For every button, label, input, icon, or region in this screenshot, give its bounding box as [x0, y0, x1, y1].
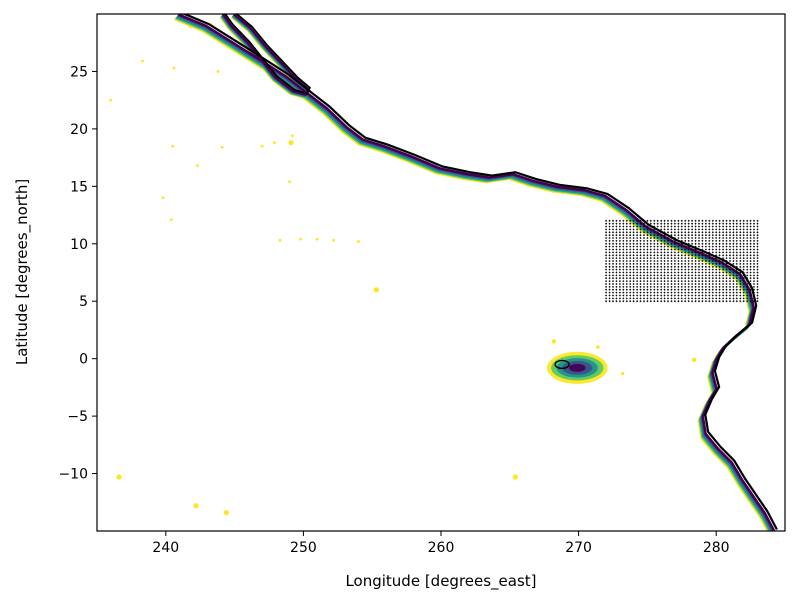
y-tick-label: 10 [70, 237, 88, 253]
grid-points [605, 219, 759, 303]
island-speck [172, 66, 176, 70]
galapagos-speck [621, 372, 625, 376]
plot-area [109, 14, 778, 531]
island-speck [288, 180, 292, 184]
peninsula-contour [224, 14, 312, 95]
x-tick-label: 270 [565, 540, 592, 556]
island-marker [373, 287, 379, 293]
island-speck [171, 144, 175, 148]
y-tick-label: −5 [67, 409, 88, 425]
island-speck [161, 196, 165, 200]
grid-points-layer [605, 219, 759, 303]
galapagos-layer [546, 339, 697, 384]
island-speck [196, 164, 199, 168]
y-tick-label: 15 [70, 179, 88, 195]
island-speck [315, 237, 319, 241]
x-tick-label: 260 [428, 540, 455, 556]
island-speck [260, 144, 264, 148]
galapagos-level [568, 363, 586, 372]
y-axis: −10 −5 0 5 10 15 20 25 [58, 64, 97, 483]
island-speck [299, 237, 303, 241]
island-speck [332, 238, 336, 242]
island-speck [216, 70, 220, 73]
island-speck [141, 59, 144, 63]
island-speck [169, 218, 173, 222]
island-speck [109, 98, 113, 102]
contour-level-line [222, 14, 310, 96]
galapagos-island [554, 359, 570, 370]
y-tick-label: 25 [70, 64, 88, 80]
y-tick-label: 5 [79, 294, 88, 310]
island-speck [278, 238, 282, 242]
y-tick-label: 20 [70, 122, 88, 138]
x-axis: 240 250 260 270 280 [152, 531, 730, 556]
island-marker [512, 474, 518, 480]
x-tick-label: 280 [703, 540, 730, 556]
island-marker [193, 503, 199, 509]
island-marker [288, 140, 294, 146]
y-axis-label: Latitude [degrees_north] [13, 179, 32, 365]
island-speck [220, 145, 224, 149]
island-marker [116, 474, 122, 480]
island-speck [691, 357, 697, 363]
galapagos-speck [596, 345, 600, 349]
island-speck [290, 134, 294, 138]
x-tick-label: 250 [290, 540, 317, 556]
galapagos-speck [551, 339, 557, 344]
island-marker [223, 510, 229, 516]
y-tick-label: −10 [58, 467, 88, 483]
x-axis-label: Longitude [degrees_east] [345, 572, 536, 591]
coastline-contour [181, 14, 778, 531]
x-tick-label: 240 [152, 540, 179, 556]
island-speck [273, 141, 276, 145]
contour-level-line [178, 14, 776, 531]
y-tick-label: 0 [79, 352, 88, 368]
island-speck [357, 240, 360, 243]
